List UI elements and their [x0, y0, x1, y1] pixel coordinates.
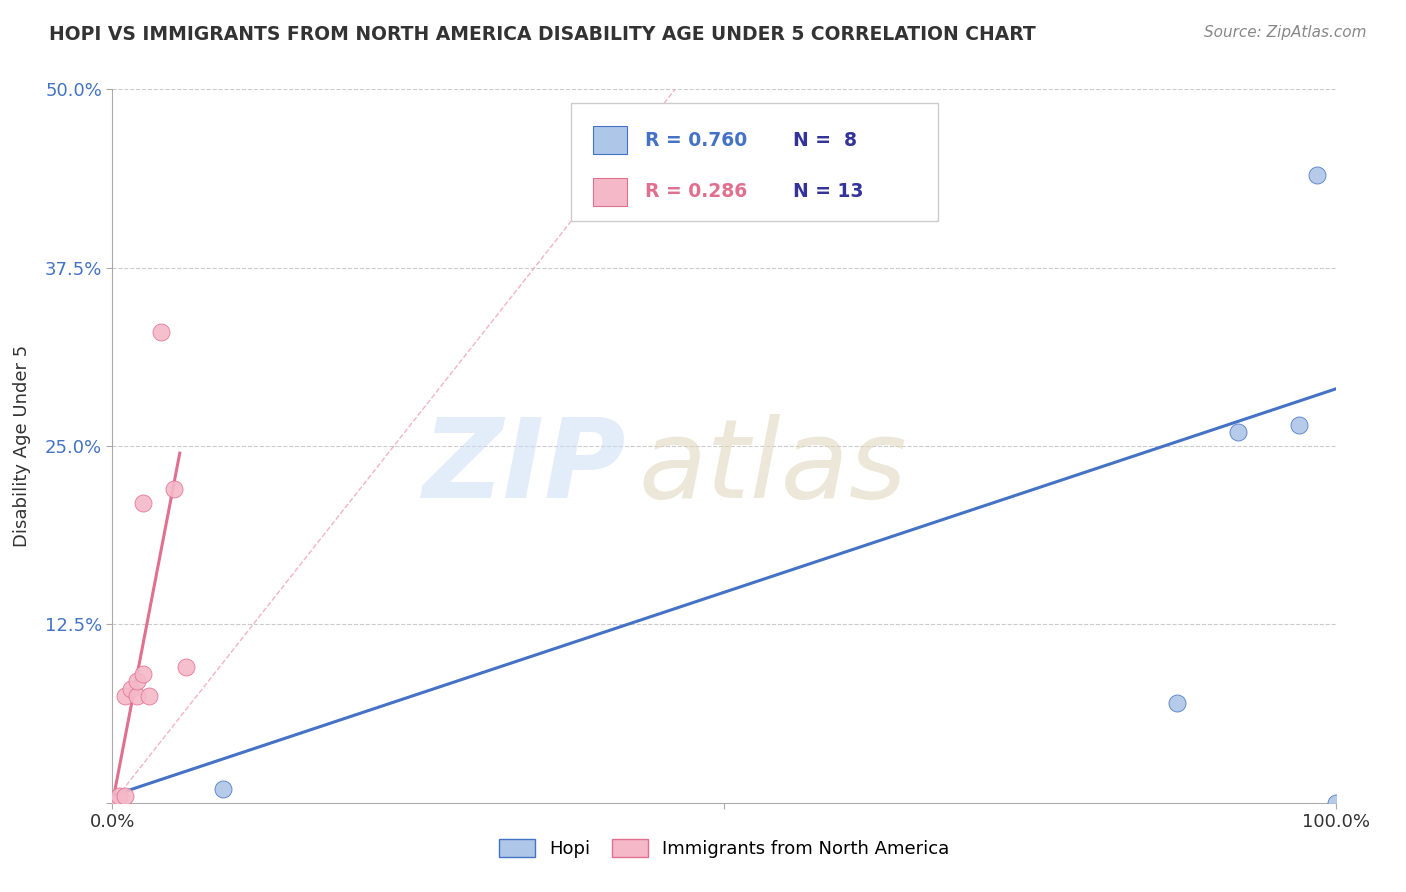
Point	[125, 674, 148, 689]
Text: R = 0.760: R = 0.760	[644, 130, 747, 150]
FancyBboxPatch shape	[593, 178, 627, 206]
Point	[1166, 696, 1188, 710]
Point	[107, 789, 129, 803]
Legend: Hopi, Immigrants from North America: Hopi, Immigrants from North America	[491, 831, 957, 865]
Text: N = 13: N = 13	[793, 183, 863, 202]
Point	[150, 325, 173, 339]
Text: HOPI VS IMMIGRANTS FROM NORTH AMERICA DISABILITY AGE UNDER 5 CORRELATION CHART: HOPI VS IMMIGRANTS FROM NORTH AMERICA DI…	[49, 25, 1036, 44]
Point	[101, 796, 124, 810]
FancyBboxPatch shape	[593, 126, 627, 154]
Point	[174, 660, 197, 674]
Point	[1226, 425, 1249, 439]
Point	[163, 482, 186, 496]
Point	[114, 789, 136, 803]
Point	[1306, 168, 1329, 182]
Point	[1324, 796, 1347, 810]
Text: R = 0.286: R = 0.286	[644, 183, 747, 202]
Point	[1288, 417, 1310, 432]
FancyBboxPatch shape	[571, 103, 938, 221]
Text: ZIP: ZIP	[423, 414, 626, 521]
Point	[101, 796, 124, 810]
Point	[132, 667, 155, 681]
Point	[101, 796, 124, 810]
Point	[114, 689, 136, 703]
Y-axis label: Disability Age Under 5: Disability Age Under 5	[13, 345, 31, 547]
Point	[132, 496, 155, 510]
Point	[120, 681, 142, 696]
Point	[138, 689, 160, 703]
Point	[125, 689, 148, 703]
Text: atlas: atlas	[638, 414, 907, 521]
Text: Source: ZipAtlas.com: Source: ZipAtlas.com	[1204, 25, 1367, 40]
Point	[211, 781, 233, 796]
Text: N =  8: N = 8	[793, 130, 856, 150]
